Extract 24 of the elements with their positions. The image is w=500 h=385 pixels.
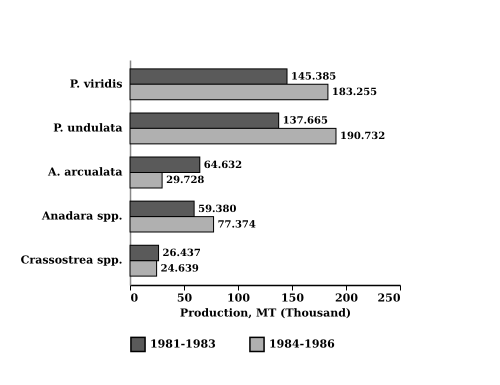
legend-label: 1984-1986 (269, 337, 336, 350)
x-tick-label: 100 (227, 292, 250, 304)
x-tick-label: 50 (176, 292, 192, 304)
data-label: 183.255 (332, 86, 378, 98)
x-axis-title: Production, MT (Thousand) (180, 306, 352, 320)
legend-label: 1981-1983 (150, 337, 216, 350)
data-label: 24.639 (160, 263, 199, 274)
data-label: 59.380 (198, 204, 236, 215)
data-label: 64.632 (204, 160, 242, 171)
data-label: 29.728 (166, 175, 204, 186)
x-tick-label: 150 (281, 292, 304, 304)
data-label: 77.374 (218, 219, 256, 230)
data-label: 145.385 (291, 72, 336, 83)
data-label: 137.665 (282, 116, 328, 127)
data-label: 190.732 (340, 131, 386, 142)
y-tick-label: P. viridis (70, 77, 122, 90)
data-label: 26.437 (162, 248, 201, 260)
y-tick-label: P. undulata (53, 121, 122, 134)
x-tick-label: 250 (378, 292, 401, 304)
x-tick-label: 200 (335, 292, 358, 304)
y-tick-label: A. arcualata (47, 166, 122, 178)
y-tick-label: Crassostrea spp. (20, 254, 122, 267)
y-tick-label: Anadara spp. (40, 210, 122, 223)
x-tick-label: 0 (130, 292, 138, 304)
